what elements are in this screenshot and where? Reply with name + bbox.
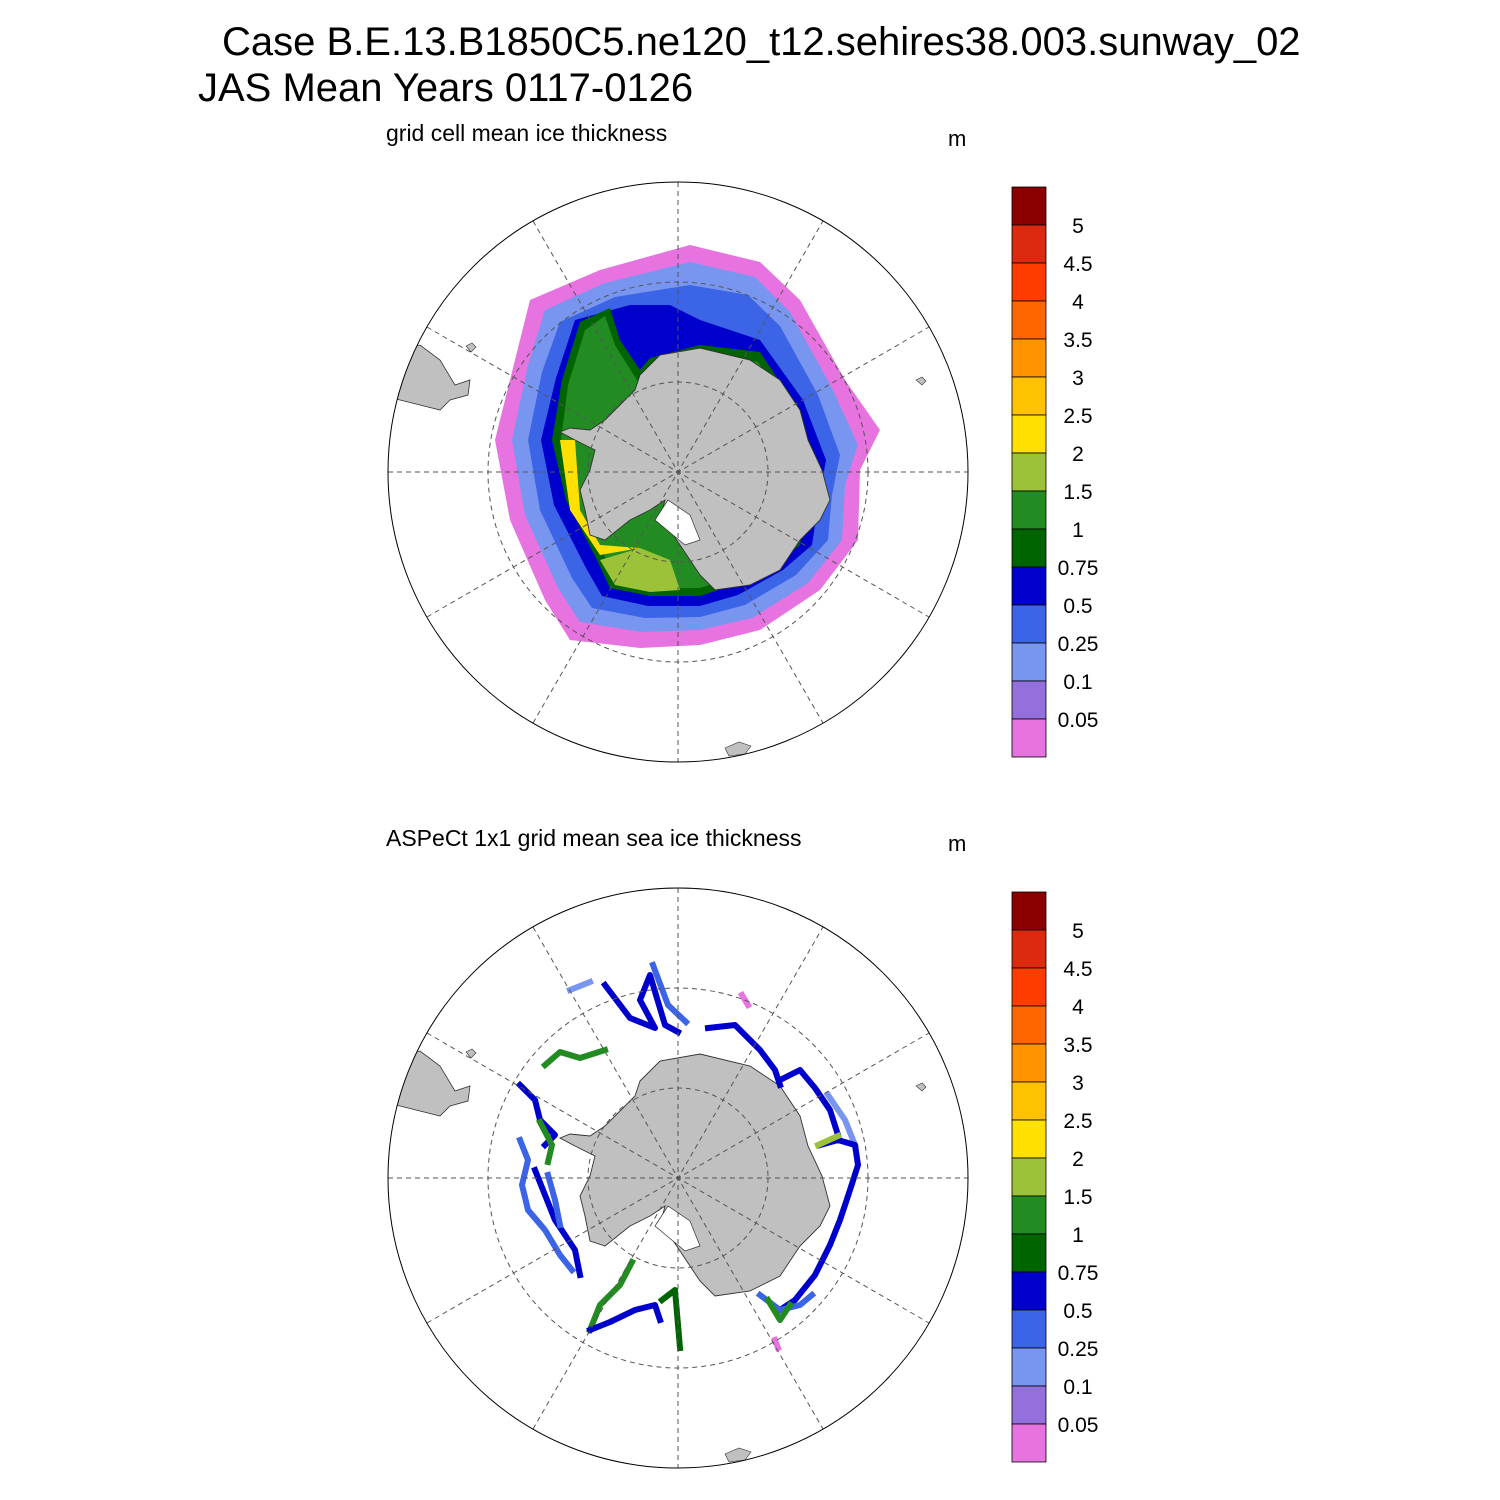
ship-track [531,1166,584,1279]
top-colorbar-label: 3 [1072,367,1084,390]
bottom-colorbar-label: 3 [1072,1072,1084,1095]
top-colorbar-label: 0.5 [1063,595,1092,618]
top-panel-units: m [948,126,967,151]
ice-band-2 [560,440,640,555]
bottom-colorbar-swatch [1011,1005,1047,1045]
top-colorbar-swatch [1011,300,1047,340]
top-colorbar-swatch [1011,262,1047,302]
bottom-colorbar-swatch [1011,1423,1047,1463]
sub-antarctic-island [724,1447,752,1463]
ship-track [657,1287,684,1352]
figure-title-line-2: JAS Mean Years 0117-0126 [198,66,694,110]
falklands-island [465,1048,477,1059]
bottom-polar-map [387,887,969,1469]
ross-ice-shelf [654,1205,701,1252]
bottom-panel-title: ASPeCt 1x1 grid mean sea ice thickness [386,825,802,851]
top-colorbar-swatch [1011,680,1047,720]
falklands-island [465,342,477,353]
ship-track [775,1137,861,1315]
bottom-colorbar-swatch [1011,1195,1047,1235]
ship-track [771,1336,782,1352]
ship-track [823,1090,859,1149]
bottom-colorbar-swatch [1011,1043,1047,1083]
top-colorbar-label: 2 [1072,443,1084,466]
bottom-colorbar-swatch [1011,1157,1047,1197]
ship-track [540,1046,609,1070]
ship-track [586,1302,664,1334]
bottom-colorbar-label: 1 [1072,1224,1084,1247]
top-colorbar-swatch [1011,604,1047,644]
top-colorbar-label: 5 [1072,215,1084,238]
bottom-colorbar-label: 0.05 [1058,1414,1099,1437]
top-colorbar-label: 2.5 [1063,405,1092,428]
top-colorbar-label: 4 [1072,291,1084,314]
bottom-colorbar-swatch [1011,1081,1047,1121]
ross-ice-shelf [654,499,701,546]
ice-band-1.5 [600,548,680,592]
ship-track [649,961,691,1027]
bottom-colorbar-swatch [1011,1271,1047,1311]
ship-track [516,1136,577,1275]
bottom-colorbar-label: 5 [1072,920,1084,943]
ship-track [763,1295,795,1323]
south-america-landmass [388,1050,471,1117]
bottom-colorbar-swatch [1011,891,1047,931]
kerguelen-island [915,1082,927,1092]
top-panel-title: grid cell mean ice thickness [386,120,668,146]
bottom-colorbar-label: 0.1 [1063,1376,1092,1399]
bottom-colorbar-label: 2.5 [1063,1110,1092,1133]
top-colorbar-swatch [1011,224,1047,264]
bottom-colorbar: 5 4.5 4 3.5 3 2.5 2 1.5 1 0.75 0.5 0.25 0.1 0.05 [1011,891,1099,1463]
top-colorbar-swatch [1011,566,1047,606]
bottom-colorbar-swatch [1011,1309,1047,1349]
top-colorbar-swatch [1011,528,1047,568]
bottom-colorbar-label: 0.75 [1058,1262,1099,1285]
bottom-colorbar-label: 1.5 [1063,1186,1092,1209]
top-colorbar-label: 4.5 [1063,253,1092,276]
bottom-colorbar-swatch [1011,1233,1047,1273]
kerguelen-island [915,376,927,386]
ship-track [566,978,594,994]
ship-track [544,1171,564,1229]
bottom-colorbar-label: 2 [1072,1148,1084,1171]
figure-title-line-1: Case B.E.13.B1850C5.ne120_t12.sehires38.… [222,20,1301,64]
bottom-colorbar-label: 0.5 [1063,1300,1092,1323]
bottom-colorbar-label: 3.5 [1063,1034,1092,1057]
top-colorbar-swatch [1011,718,1047,758]
top-colorbar-label: 0.05 [1058,709,1099,732]
top-colorbar-label: 0.75 [1058,557,1099,580]
bottom-colorbar-swatch [1011,967,1047,1007]
top-polar-map [387,181,969,763]
top-colorbar-swatch [1011,186,1047,226]
south-america-landmass [388,344,471,411]
bottom-colorbar-swatch [1011,1119,1047,1159]
top-colorbar-swatch [1011,414,1047,454]
ship-track [775,1067,842,1139]
ship-track [704,1022,784,1089]
top-colorbar-swatch [1011,490,1047,530]
top-colorbar-swatch [1011,452,1047,492]
bottom-panel-units: m [948,831,967,856]
top-colorbar-swatch [1011,642,1047,682]
bottom-colorbar-swatch [1011,1385,1047,1425]
bottom-colorbar-swatch [1011,1347,1047,1387]
top-colorbar-swatch [1011,376,1047,416]
top-colorbar-label: 0.25 [1058,633,1099,656]
bottom-colorbar-label: 4.5 [1063,958,1092,981]
top-colorbar-label: 1 [1072,519,1084,542]
top-colorbar: 5 4.5 4 3.5 3 2.5 2 1.5 1 0.75 0.5 0.25 0.1 0.05 [1011,186,1099,758]
bottom-colorbar-label: 4 [1072,996,1084,1019]
ship-track [814,1132,842,1149]
ship-track [535,1117,555,1166]
top-colorbar-label: 0.1 [1063,671,1092,694]
bottom-colorbar-label: 0.25 [1058,1338,1099,1361]
top-colorbar-swatch [1011,338,1047,378]
bottom-colorbar-swatch [1011,929,1047,969]
top-colorbar-label: 3.5 [1063,329,1092,352]
antarctica-landmass [558,1053,831,1297]
top-colorbar-label: 1.5 [1063,481,1092,504]
sub-antarctic-island [724,741,752,757]
ship-track [600,972,683,1037]
